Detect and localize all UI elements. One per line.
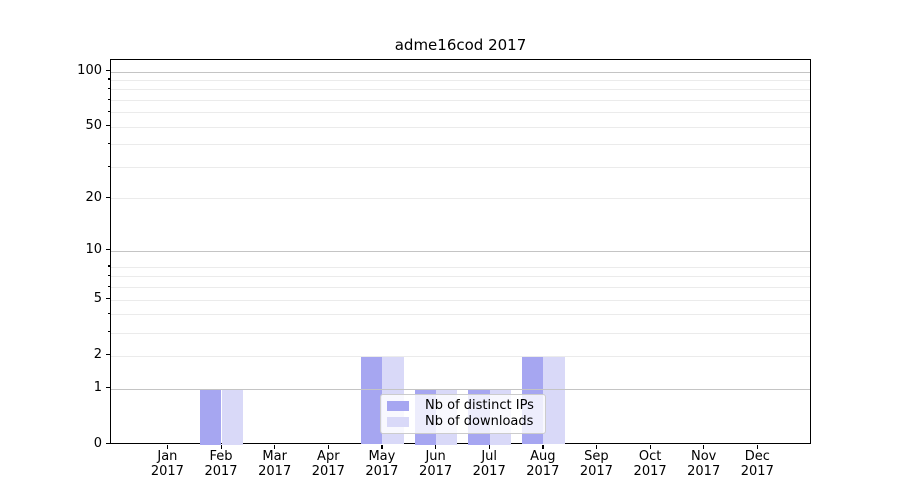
x-tick-label: Jan 2017: [150, 449, 184, 479]
gridline-major: [111, 388, 810, 390]
x-tick-label: Nov 2017: [687, 449, 721, 479]
y-tick-label: 50: [85, 118, 102, 134]
gridline-minor: [111, 314, 810, 316]
y-minor-tick-mark: [107, 110, 110, 113]
gridline-minor: [111, 276, 810, 278]
y-minor-tick-mark: [107, 274, 110, 277]
chart-title: adme16cod 2017: [394, 36, 527, 54]
gridline-minor: [111, 112, 810, 114]
x-tick-mark: [435, 444, 437, 449]
x-tick-label: Dec 2017: [740, 449, 774, 479]
y-minor-tick-mark: [107, 331, 110, 333]
x-tick-label: Mar 2017: [258, 449, 292, 479]
x-tick-label: Apr 2017: [311, 449, 345, 479]
gridline-minor: [111, 355, 810, 357]
gridline-major: [111, 250, 810, 252]
bar: [200, 388, 222, 445]
x-tick-mark: [381, 444, 383, 449]
y-tick-mark: [106, 70, 110, 72]
y-minor-tick-mark: [107, 78, 110, 80]
y-tick-mark: [106, 387, 110, 389]
legend-item: Nb of downloads: [387, 414, 539, 430]
y-minor-tick-mark: [107, 312, 110, 315]
y-tick-label: 20: [85, 189, 102, 205]
gridline-minor: [111, 299, 810, 301]
x-tick-mark: [327, 444, 330, 449]
gridline-major: [111, 71, 810, 73]
y-minor-tick-mark: [107, 265, 110, 267]
gridline-minor: [111, 89, 810, 91]
y-minor-tick-mark: [107, 285, 110, 287]
bar: [221, 388, 243, 445]
y-tick-mark: [106, 443, 110, 445]
y-minor-tick-mark: [107, 298, 110, 300]
y-tick-label: 2: [93, 347, 102, 363]
x-tick-mark: [703, 444, 705, 449]
y-tick-label: 10: [85, 242, 102, 258]
bar: [361, 355, 383, 445]
y-tick-label: 0: [93, 436, 102, 451]
x-tick-label: Aug 2017: [526, 449, 560, 479]
x-tick-mark: [595, 444, 598, 449]
y-minor-tick-mark: [107, 125, 110, 127]
legend-swatch: [387, 417, 409, 427]
x-tick-label: Jul 2017: [472, 449, 506, 479]
bar: [543, 355, 565, 445]
legend-item: Nb of distinct IPs: [387, 398, 539, 414]
gridline-minor: [111, 266, 810, 268]
gridline-minor: [111, 287, 810, 289]
y-minor-tick-mark: [107, 142, 110, 145]
y-tick-label: 100: [77, 63, 102, 78]
y-minor-tick-mark: [107, 98, 110, 100]
gridline-minor: [111, 79, 810, 81]
legend: Nb of distinct IPs Nb of downloads: [380, 394, 546, 434]
y-minor-tick-mark: [107, 354, 110, 356]
gridline-minor: [111, 198, 810, 200]
legend-label: Nb of distinct IPs: [425, 398, 534, 413]
gridline-minor: [111, 144, 810, 146]
x-tick-label: Oct 2017: [633, 449, 667, 479]
x-tick-mark: [220, 444, 222, 449]
x-tick-label: Jun 2017: [419, 449, 453, 479]
x-tick-mark: [542, 444, 544, 449]
y-minor-tick-mark: [107, 196, 110, 199]
x-tick-label: Sep 2017: [579, 449, 613, 479]
legend-swatch: [387, 401, 409, 411]
gridline-minor: [111, 126, 810, 128]
x-tick-label: May 2017: [365, 449, 399, 479]
y-minor-tick-mark: [107, 165, 110, 167]
gridline-minor: [111, 100, 810, 101]
y-tick-label: 5: [93, 291, 102, 307]
x-tick-mark: [488, 444, 490, 449]
x-tick-mark: [166, 444, 169, 449]
x-tick-mark: [649, 444, 651, 449]
x-tick-mark: [756, 444, 759, 449]
y-tick-mark: [106, 249, 110, 251]
gridline-minor: [111, 332, 810, 334]
x-tick-label: Feb 2017: [204, 449, 238, 479]
y-minor-tick-mark: [107, 87, 110, 90]
plot-area: Nb of distinct IPs Nb of downloads: [110, 59, 811, 445]
gridline-minor: [111, 167, 810, 168]
x-tick-mark: [274, 444, 276, 449]
legend-label: Nb of downloads: [425, 414, 534, 429]
y-tick-label: 1: [93, 380, 102, 395]
